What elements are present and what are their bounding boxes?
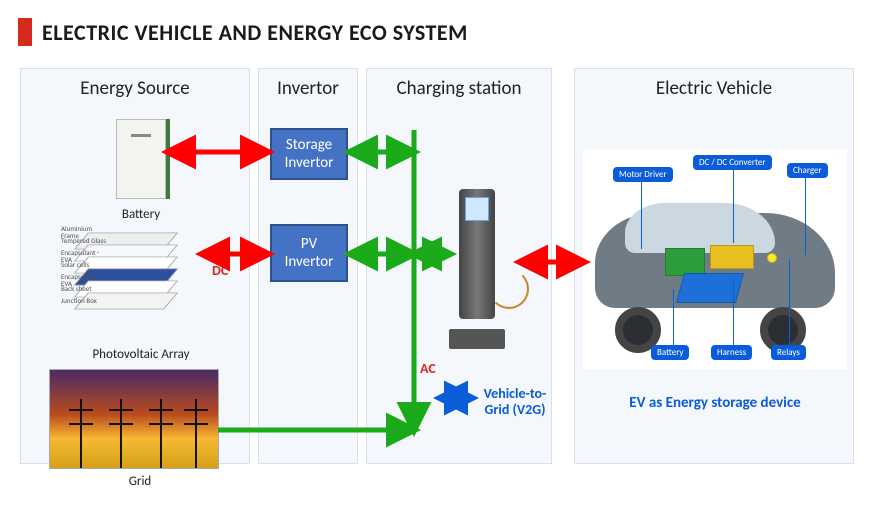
caption-pv: Photovoltaic Array xyxy=(71,347,211,362)
caption-ev-storage: EV as Energy storage device xyxy=(600,394,830,412)
title-accent-icon xyxy=(18,18,32,46)
grid-icon xyxy=(49,369,219,469)
pill-battery: Battery xyxy=(651,345,689,360)
panel-title-invertor: Invertor xyxy=(259,77,357,100)
pill-relays: Relays xyxy=(771,345,806,360)
panel-title-energy-source: Energy Source xyxy=(21,77,249,100)
box-label: PV Invertor xyxy=(285,235,334,271)
page-title: ELECTRIC VEHICLE AND ENERGY ECO SYSTEM xyxy=(42,19,468,46)
pv-layer-label: Solar cells xyxy=(61,261,107,268)
pill-harness: Harness xyxy=(711,345,752,360)
pv-layer-label: Back sheet xyxy=(61,285,107,292)
box-label: Storage Invertor xyxy=(285,136,334,172)
box-storage-invertor: Storage Invertor xyxy=(270,128,348,180)
charging-station-icon xyxy=(449,179,505,349)
panel-title-ev: Electric Vehicle xyxy=(575,77,853,100)
pill-motor-driver: Motor Driver xyxy=(613,167,673,182)
label-ac: AC xyxy=(420,360,436,377)
ev-diagram-area: Motor Driver DC / DC Converter Charger B… xyxy=(583,149,847,369)
caption-grid: Grid xyxy=(110,474,170,489)
battery-icon xyxy=(116,119,166,199)
caption-battery: Battery xyxy=(101,207,181,222)
pv-layer-label: Tempered Glass xyxy=(61,237,107,244)
label-dc: DC xyxy=(212,262,228,279)
pill-charger: Charger xyxy=(787,163,828,178)
pv-array-icon: Aluminium Frame Tempered Glass Encapsula… xyxy=(61,227,181,327)
title-bar: ELECTRIC VEHICLE AND ENERGY ECO SYSTEM xyxy=(18,18,854,46)
label-v2g: Vehicle-to- Grid (V2G) xyxy=(470,386,560,418)
car-icon xyxy=(585,183,845,353)
box-pv-invertor: PV Invertor xyxy=(270,224,348,282)
pv-layer-label: Junction Box xyxy=(61,297,107,304)
panel-title-charging: Charging station xyxy=(367,77,551,100)
